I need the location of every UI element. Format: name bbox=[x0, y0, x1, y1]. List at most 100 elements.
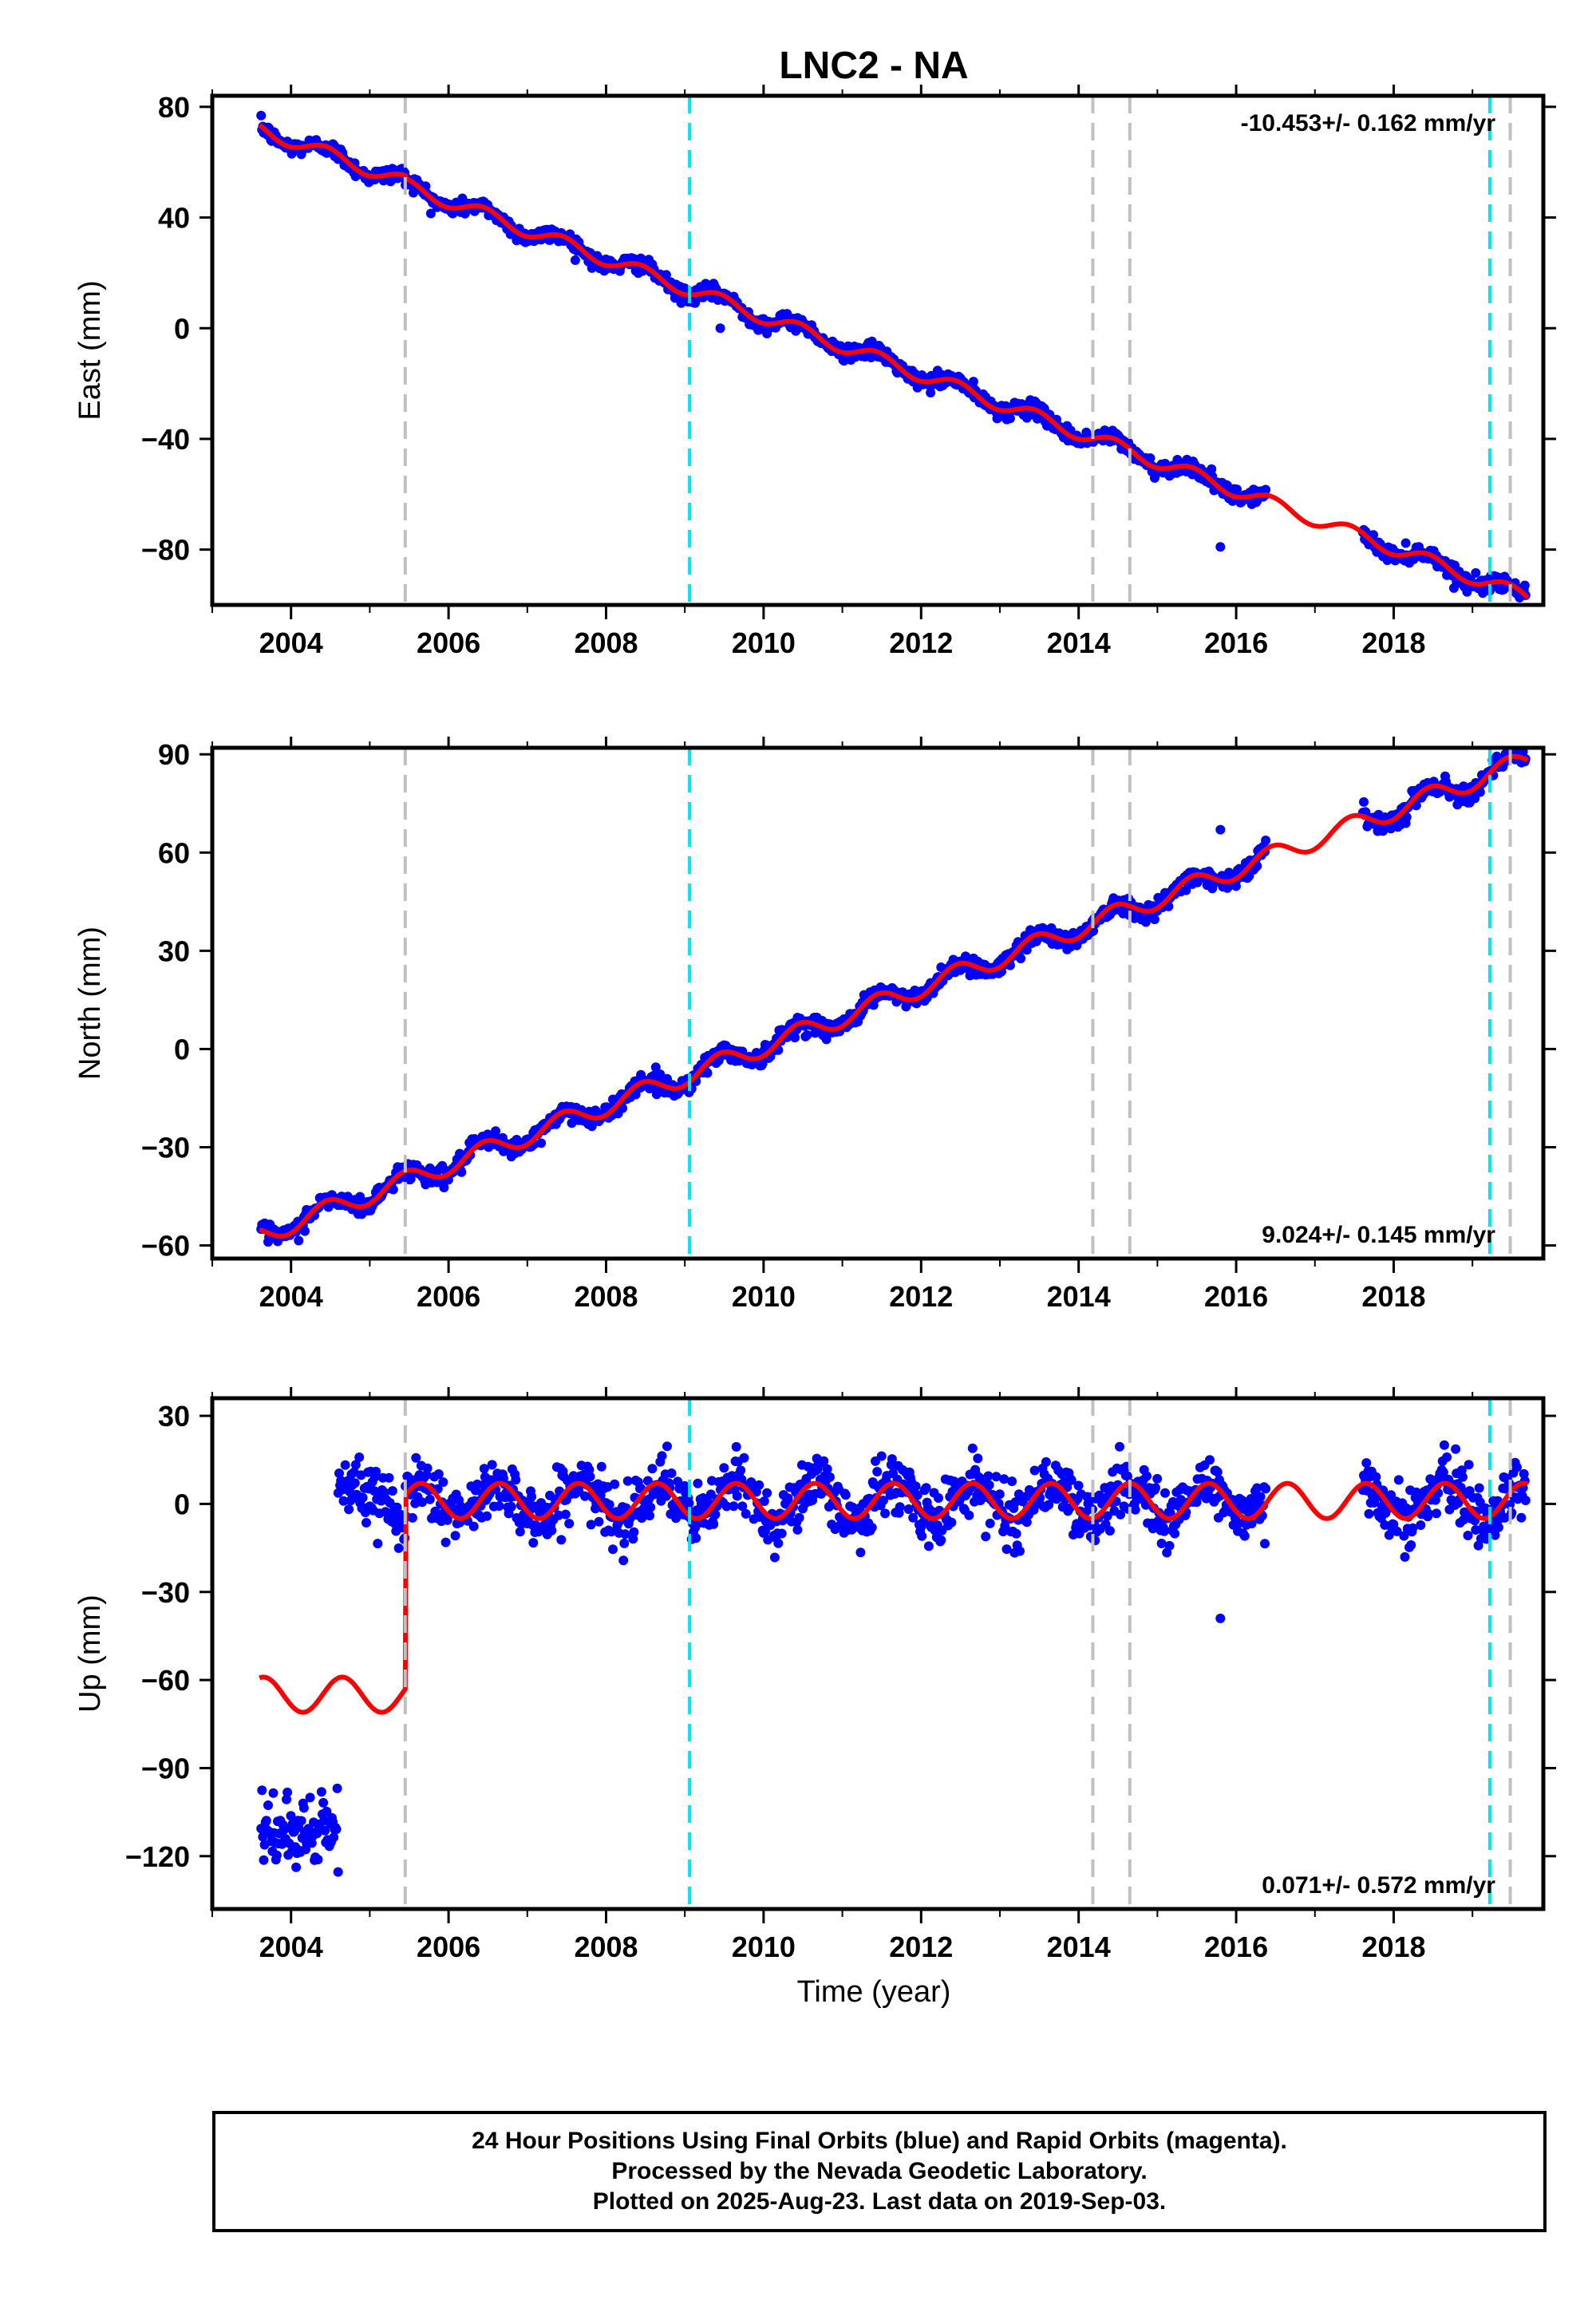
up-point bbox=[739, 1452, 749, 1463]
up-point bbox=[282, 1794, 291, 1804]
up-point bbox=[991, 1472, 1001, 1482]
up-point bbox=[702, 1496, 713, 1507]
up-point bbox=[361, 1518, 371, 1528]
north-point bbox=[491, 1126, 501, 1136]
up-point bbox=[684, 1498, 694, 1508]
up-point bbox=[268, 1788, 279, 1798]
up-x-tick-label: 2004 bbox=[259, 1931, 323, 1963]
up-point bbox=[911, 1481, 921, 1492]
up-point bbox=[1451, 1444, 1461, 1454]
up-point bbox=[373, 1539, 383, 1549]
up-y-tick-label: −90 bbox=[141, 1752, 190, 1784]
north-point bbox=[587, 1121, 597, 1132]
up-point bbox=[350, 1460, 361, 1470]
east-point bbox=[926, 388, 936, 397]
up-point bbox=[769, 1552, 780, 1563]
footer-line-3: Plotted on 2025-Aug-23. Last data on 201… bbox=[592, 2188, 1167, 2215]
up-point bbox=[506, 1501, 516, 1512]
up-point bbox=[1116, 1509, 1126, 1520]
north-point bbox=[294, 1235, 304, 1246]
up-point bbox=[721, 1501, 732, 1512]
up-velocity-label: 0.071+/- 0.572 mm/yr bbox=[1262, 1872, 1495, 1899]
up-point bbox=[354, 1452, 365, 1462]
up-point bbox=[298, 1803, 309, 1813]
up-point bbox=[693, 1478, 703, 1488]
up-point bbox=[759, 1496, 769, 1506]
east-y-tick-label: −80 bbox=[141, 534, 190, 567]
east-point bbox=[1207, 464, 1217, 474]
east-point bbox=[425, 208, 436, 219]
up-point bbox=[291, 1862, 302, 1872]
east-point bbox=[661, 270, 671, 280]
east-point bbox=[1400, 538, 1411, 548]
north-point bbox=[1359, 796, 1369, 807]
up-point bbox=[1400, 1551, 1410, 1562]
up-point bbox=[515, 1527, 525, 1537]
up-point bbox=[981, 1531, 991, 1542]
up-point bbox=[732, 1491, 742, 1501]
north-point bbox=[456, 1167, 467, 1177]
up-point bbox=[478, 1480, 488, 1490]
up-point bbox=[261, 1816, 271, 1826]
up-point bbox=[586, 1520, 596, 1530]
up-point bbox=[271, 1850, 282, 1860]
north-plot-area bbox=[256, 748, 1531, 1247]
up-point bbox=[1442, 1452, 1452, 1462]
up-point bbox=[709, 1519, 719, 1529]
up-point bbox=[392, 1502, 402, 1512]
up-point bbox=[994, 1489, 1005, 1500]
up-point bbox=[737, 1501, 748, 1512]
up-x-tick-label: 2006 bbox=[417, 1931, 480, 1963]
up-point bbox=[331, 1824, 342, 1835]
east-point bbox=[1005, 413, 1015, 424]
north-x-tick-label: 2010 bbox=[732, 1280, 796, 1313]
north-outlier-point bbox=[1215, 824, 1226, 835]
up-point bbox=[329, 1832, 339, 1843]
up-point bbox=[1364, 1508, 1374, 1519]
east-x-tick-label: 2012 bbox=[889, 626, 953, 659]
up-point bbox=[384, 1472, 394, 1483]
up-point bbox=[840, 1490, 851, 1500]
north-x-tick-label: 2018 bbox=[1361, 1280, 1425, 1313]
up-point bbox=[921, 1483, 931, 1493]
up-point bbox=[318, 1797, 329, 1808]
up-x-tick-label: 2018 bbox=[1361, 1931, 1425, 1963]
up-point bbox=[296, 1816, 306, 1826]
up-point bbox=[1406, 1540, 1416, 1550]
north-y-tick-label: −30 bbox=[141, 1132, 190, 1164]
up-point bbox=[1007, 1476, 1017, 1487]
north-point bbox=[618, 1103, 628, 1113]
up-point bbox=[731, 1441, 741, 1452]
up-point bbox=[584, 1464, 595, 1475]
up-point bbox=[1066, 1475, 1077, 1485]
east-x-tick-label: 2008 bbox=[574, 626, 638, 659]
up-x-tick-label: 2010 bbox=[732, 1931, 796, 1963]
up-point bbox=[606, 1527, 616, 1537]
up-point bbox=[425, 1494, 435, 1504]
east-outlier-point bbox=[1215, 542, 1226, 552]
up-point bbox=[305, 1792, 315, 1803]
up-point bbox=[872, 1467, 883, 1476]
up-point bbox=[438, 1477, 448, 1488]
east-plot-area bbox=[256, 110, 1531, 603]
north-model-line bbox=[259, 753, 1529, 1239]
up-point bbox=[1399, 1531, 1409, 1541]
up-point bbox=[1261, 1484, 1271, 1494]
up-point bbox=[1493, 1522, 1503, 1532]
east-point bbox=[570, 255, 580, 265]
up-point bbox=[1011, 1528, 1021, 1539]
up-point bbox=[511, 1475, 521, 1485]
up-point bbox=[710, 1509, 721, 1520]
up-x-tick-label: 2016 bbox=[1204, 1931, 1268, 1963]
east-y-tick-label: 80 bbox=[158, 91, 190, 124]
up-point bbox=[855, 1547, 866, 1558]
up-point bbox=[822, 1464, 832, 1474]
north-point bbox=[1261, 836, 1271, 845]
up-point bbox=[691, 1533, 701, 1543]
up-point bbox=[1159, 1526, 1169, 1536]
up-point bbox=[263, 1800, 273, 1810]
north-y-axis-label: North (mm) bbox=[73, 927, 107, 1080]
up-point bbox=[1021, 1517, 1032, 1528]
up-point bbox=[1239, 1531, 1250, 1541]
up-point bbox=[934, 1493, 943, 1503]
